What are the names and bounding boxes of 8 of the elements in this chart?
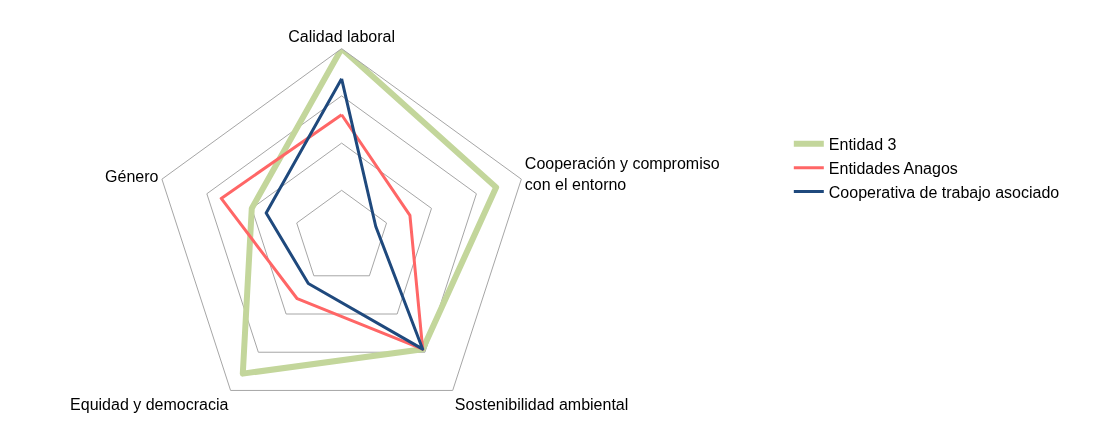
- spoke-label: Calidad laboral: [288, 27, 395, 45]
- legend-label: Entidad 3: [828, 136, 897, 154]
- legend-label: Entidades Anagos: [828, 159, 958, 177]
- spoke-label: Equidad y democracia: [70, 395, 229, 413]
- spoke-label: Sostenibilidad ambiental: [454, 395, 629, 413]
- spoke-label: Género: [105, 168, 159, 186]
- legend-label: Cooperativa de trabajo asociado: [828, 183, 1060, 201]
- spoke-label: Cooperación y compromiso con el entorno: [524, 154, 720, 193]
